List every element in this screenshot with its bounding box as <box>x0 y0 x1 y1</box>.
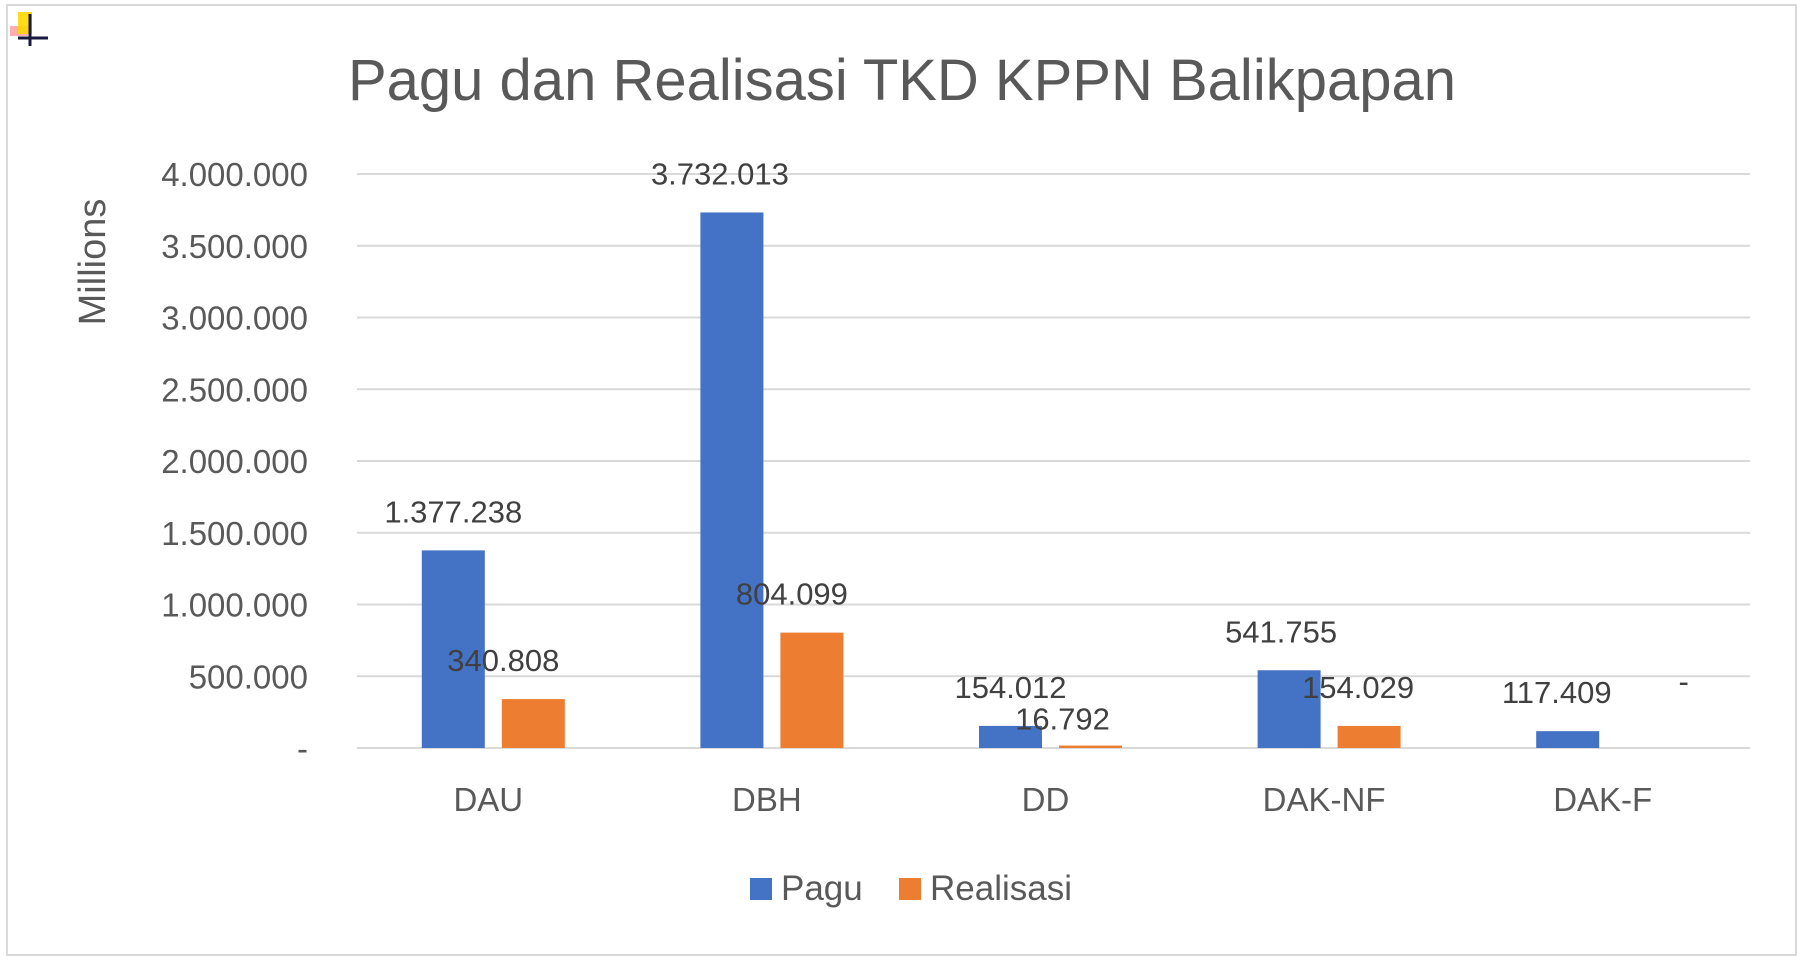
data-label-pagu-dau: 1.377.238 <box>384 494 522 529</box>
data-label-realisasi-dd: 16.792 <box>1015 702 1110 737</box>
y-tick-label: 500.000 <box>189 658 308 695</box>
y-axis-ticks: - 500.000 1.000.000 1.500.000 2.000.000 2.500… <box>161 156 308 767</box>
chart-frame <box>6 4 1797 956</box>
bar-pagu-dak-nf <box>1257 670 1321 748</box>
legend-label-pagu: Pagu <box>781 869 863 908</box>
x-tick-label-dak-nf: DAK-NF <box>1263 781 1386 818</box>
data-labels: 1.377.238340.8083.732.013804.099154.0121… <box>384 156 1689 736</box>
y-tick-label: 1.500.000 <box>161 515 308 552</box>
bar-realisasi-dau <box>501 699 565 748</box>
gridlines <box>357 173 1750 749</box>
x-tick-label-dak-f: DAK-F <box>1553 781 1652 818</box>
bar-pagu-dau <box>421 550 485 748</box>
bars <box>421 212 1600 749</box>
x-tick-label-dau: DAU <box>453 781 523 818</box>
bar-realisasi-dak-nf <box>1337 725 1401 748</box>
y-axis-label: Millions <box>72 199 114 326</box>
chart-title: Pagu dan Realisasi TKD KPPN Balikpapan <box>348 48 1456 113</box>
bar-realisasi-dd <box>1059 745 1122 748</box>
y-tick-label: - <box>297 730 308 767</box>
data-label-pagu-dak-f: 117.409 <box>1502 675 1612 710</box>
y-tick-label: 4.000.000 <box>161 156 308 193</box>
x-tick-label-dd: DD <box>1022 781 1070 818</box>
y-tick-label: 3.000.000 <box>161 300 308 337</box>
y-tick-label: 2.000.000 <box>161 443 308 480</box>
data-label-pagu-dd: 154.012 <box>954 670 1066 705</box>
bar-realisasi-dbh <box>780 632 844 748</box>
legend-label-realisasi: Realisasi <box>930 869 1072 908</box>
legend-swatch-realisasi <box>899 878 921 900</box>
data-label-pagu-dak-nf: 541.755 <box>1225 614 1337 649</box>
y-tick-label: 3.500.000 <box>161 228 308 265</box>
data-label-realisasi-dak-nf: 154.029 <box>1302 670 1414 705</box>
data-label-pagu-dbh: 3.732.013 <box>651 156 789 191</box>
y-tick-label: 1.000.000 <box>161 587 308 624</box>
data-label-realisasi-dbh: 804.099 <box>736 577 848 612</box>
legend-swatch-pagu <box>750 878 772 900</box>
x-tick-label-dbh: DBH <box>732 781 802 818</box>
legend: Pagu Realisasi <box>750 869 1072 908</box>
x-axis-categories: DAU DBH DD DAK-NF DAK-F <box>453 781 1652 818</box>
data-label-realisasi-dau: 340.808 <box>447 643 559 678</box>
y-tick-label: 2.500.000 <box>161 371 308 408</box>
bar-pagu-dbh <box>700 212 764 749</box>
bar-pagu-dak-f <box>1536 731 1600 748</box>
move-handle-icon[interactable] <box>8 8 48 48</box>
bar-pagu-dd <box>979 725 1042 748</box>
data-label-realisasi-dak-f: - <box>1679 664 1689 699</box>
